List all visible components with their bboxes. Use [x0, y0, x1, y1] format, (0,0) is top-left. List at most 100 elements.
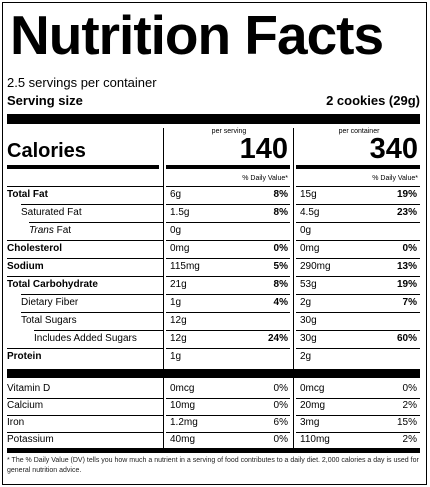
row-divider	[166, 312, 290, 313]
calories-divider-left	[7, 165, 159, 169]
container-daily-value: 19%	[396, 279, 417, 290]
calories-per-serving: 140	[239, 133, 288, 165]
serving-amount: 40mg	[170, 434, 196, 445]
row-divider	[296, 186, 420, 187]
row-divider	[166, 432, 290, 433]
container-amount: 53g	[300, 279, 317, 290]
container-amount: 110mg	[300, 434, 330, 445]
thick-divider	[7, 114, 420, 124]
nutrient-name: Trans Fat	[29, 226, 71, 236]
serving-amount: 0mcg	[170, 383, 195, 394]
row-divider	[296, 348, 420, 349]
serving-daily-value: 0%	[273, 383, 288, 394]
vitamin-name: Vitamin D	[7, 383, 51, 394]
label-title: Nutrition Facts	[10, 4, 384, 66]
row-divider	[166, 294, 290, 295]
serving-amount: 115mg	[170, 261, 200, 272]
row-divider	[21, 204, 163, 205]
container-daily-value: 0%	[402, 243, 417, 254]
serving-amount: 6g	[170, 189, 182, 200]
row-divider	[166, 415, 290, 416]
row-divider	[166, 398, 290, 399]
dv-header-serving: % Daily Value*	[242, 175, 288, 182]
container-amount: 20mg	[300, 400, 326, 411]
container-daily-value: 2%	[402, 434, 417, 445]
row-divider	[7, 398, 163, 399]
nutrient-name: Dietary Fiber	[21, 297, 79, 308]
column-separator	[163, 128, 164, 448]
nutrient-name-rest: Fat	[53, 225, 72, 236]
thick-divider	[7, 448, 420, 453]
row-divider	[166, 276, 290, 277]
serving-amount: 1.2mg	[170, 417, 198, 428]
container-daily-value: 0%	[402, 383, 417, 394]
row-divider	[34, 330, 163, 331]
per-serving-label: per serving	[211, 128, 247, 135]
container-daily-value: 23%	[396, 207, 417, 218]
container-amount: 0mg	[300, 243, 320, 254]
serving-amount: 10mg	[170, 400, 196, 411]
serving-amount: 1g	[170, 351, 182, 362]
daily-value-footnote: * The % Daily Value (DV) tells you how m…	[7, 457, 419, 474]
serving-daily-value: 6%	[273, 417, 288, 428]
row-divider	[296, 222, 420, 223]
container-amount: 30g	[300, 315, 317, 326]
container-amount: 3mg	[300, 417, 320, 428]
container-amount: 4.5g	[300, 207, 320, 218]
per-container-label: per container	[338, 128, 380, 135]
vitamin-name: Iron	[7, 417, 25, 428]
serving-size-value: 2 cookies (29g)	[326, 93, 420, 108]
nutrient-name: Total Fat	[7, 189, 48, 200]
nutrient-name: Total Sugars	[21, 315, 77, 326]
row-divider	[166, 222, 290, 223]
row-divider	[7, 276, 163, 277]
container-daily-value: 15%	[396, 417, 417, 428]
vitamin-name: Potassium	[7, 434, 54, 445]
container-amount: 290mg	[300, 261, 331, 272]
thick-divider	[7, 369, 420, 378]
container-amount: 0mcg	[300, 383, 325, 394]
row-divider	[7, 186, 163, 187]
serving-daily-value: 5%	[273, 261, 288, 272]
serving-amount: 21g	[170, 279, 187, 290]
calories-label: Calories	[7, 140, 86, 162]
row-divider	[166, 204, 290, 205]
container-daily-value: 2%	[402, 400, 417, 411]
serving-amount: 0mg	[170, 243, 190, 254]
row-divider	[21, 312, 163, 313]
serving-amount: 12g	[170, 315, 187, 326]
dv-header-container: % Daily Value*	[372, 175, 418, 182]
serving-size-label: Serving size	[7, 93, 83, 108]
row-divider	[296, 330, 420, 331]
row-divider	[7, 240, 163, 241]
row-divider	[166, 186, 290, 187]
nutrient-name: Saturated Fat	[21, 207, 82, 218]
row-divider	[7, 415, 163, 416]
nutrient-name: Protein	[7, 351, 42, 362]
calories-divider-right	[296, 165, 420, 169]
row-divider	[296, 258, 420, 259]
container-daily-value: 60%	[396, 333, 417, 344]
servings-per-container: 2.5 servings per container	[7, 75, 157, 90]
serving-daily-value: 8%	[273, 279, 288, 290]
row-divider	[7, 258, 163, 259]
calories-per-container: 340	[369, 133, 418, 165]
serving-daily-value: 0%	[273, 400, 288, 411]
row-divider	[166, 258, 290, 259]
serving-daily-value: 0%	[273, 243, 288, 254]
row-divider	[7, 348, 163, 349]
container-amount: 15g	[300, 189, 317, 200]
row-divider	[296, 398, 420, 399]
container-daily-value: 7%	[402, 297, 417, 308]
container-amount: 2g	[300, 297, 312, 308]
container-amount: 30g	[300, 333, 317, 344]
serving-daily-value: 8%	[273, 207, 288, 218]
container-amount: 2g	[300, 351, 312, 362]
serving-amount: 0g	[170, 225, 182, 236]
nutrient-name: Sodium	[7, 261, 44, 272]
container-daily-value: 13%	[396, 261, 417, 272]
vitamin-name: Calcium	[7, 400, 44, 411]
row-divider	[7, 432, 163, 433]
row-divider	[166, 348, 290, 349]
